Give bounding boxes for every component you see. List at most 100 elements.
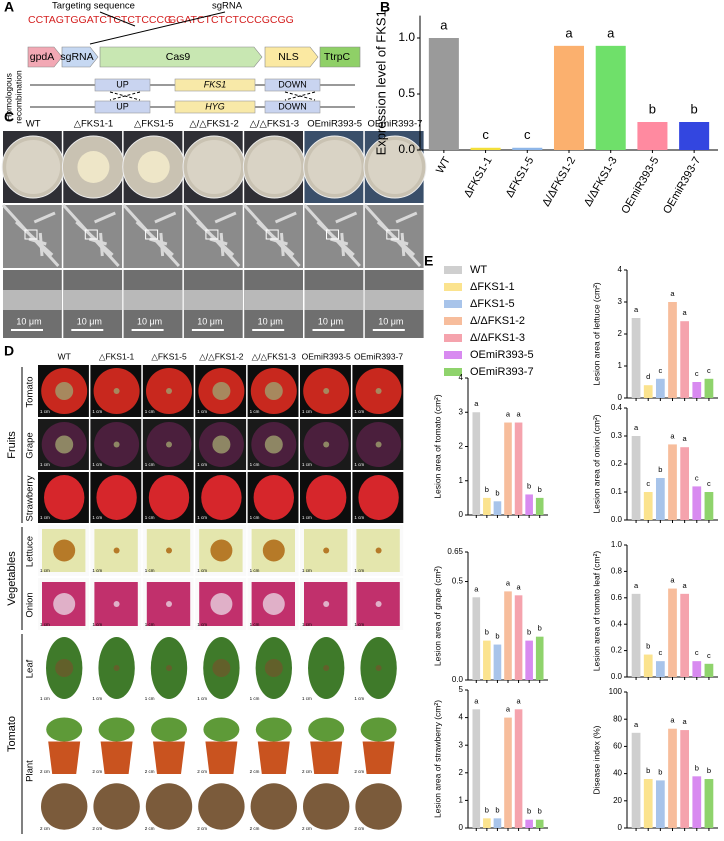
scale-label: 2 cm xyxy=(250,826,260,831)
hypha xyxy=(94,211,116,224)
colony xyxy=(77,151,110,183)
legend-label: Δ/ΔFKS1-2 xyxy=(470,315,525,327)
pot xyxy=(257,741,290,774)
significance-letter: b xyxy=(527,481,531,490)
specimen xyxy=(93,783,140,830)
bar xyxy=(428,38,459,150)
gene-box xyxy=(94,100,151,114)
bar xyxy=(512,147,543,150)
lesion xyxy=(323,601,330,607)
lesion xyxy=(55,382,74,400)
hypha xyxy=(38,232,44,257)
legend-swatch xyxy=(444,334,462,342)
bar xyxy=(493,644,502,680)
x-tick-label: Δ/ΔFKS1-3 xyxy=(582,155,620,209)
lesion xyxy=(262,539,285,562)
hypha xyxy=(269,237,288,246)
scale-label: 10 μm xyxy=(378,316,403,326)
bar xyxy=(643,779,653,828)
plant xyxy=(98,717,135,742)
recombination xyxy=(284,91,316,101)
scale-label: 1 cm xyxy=(302,622,312,627)
bar xyxy=(525,494,533,515)
significance-letter: c xyxy=(695,473,699,482)
specimen xyxy=(198,783,245,830)
significance-letter: b xyxy=(649,101,656,116)
y-tick-label: 0.4 xyxy=(611,619,623,628)
gene-label: DOWN xyxy=(278,79,307,89)
significance-letter: b xyxy=(646,766,650,775)
significance-letter: b xyxy=(495,632,499,641)
column-header: △FKS1-1 xyxy=(74,119,114,130)
gene-label: HYG xyxy=(205,101,225,111)
significance-letter: a xyxy=(440,17,448,32)
column-header: OEmiR393-5 xyxy=(307,119,362,130)
scale-label: 2 cm xyxy=(302,826,312,831)
hypha xyxy=(400,232,406,257)
pot xyxy=(100,741,133,774)
column-header: OEmiR393-7 xyxy=(354,351,403,361)
scale-label: 1 cm xyxy=(40,622,50,627)
y-tick-label: 2 xyxy=(459,768,464,777)
gene-label: UP xyxy=(116,79,129,89)
bar xyxy=(483,640,491,680)
bar xyxy=(553,45,585,151)
lesion xyxy=(113,601,120,607)
construct-part xyxy=(264,46,319,68)
hr-label: Homologous xyxy=(3,73,13,121)
bar xyxy=(704,663,714,677)
scale-label: 1 cm xyxy=(145,568,155,573)
specimen xyxy=(250,783,297,830)
bar xyxy=(692,382,702,398)
lesion xyxy=(262,593,285,615)
zoom-box xyxy=(265,229,279,240)
bar xyxy=(535,819,544,828)
significance-letter: a xyxy=(506,578,511,587)
specimen xyxy=(40,783,88,830)
y-tick-label: 0.0 xyxy=(611,672,623,681)
y-tick-label: 20 xyxy=(613,796,622,805)
legend-swatch xyxy=(444,266,462,274)
annotation: Targeting sequence xyxy=(52,1,135,12)
significance-letter: a xyxy=(634,720,639,729)
significance-letter: c xyxy=(658,648,662,657)
significance-letter: a xyxy=(516,410,521,419)
y-tick-label: 40 xyxy=(613,769,622,778)
y-tick-label: 0.5 xyxy=(452,577,464,586)
scale-label: 2 cm xyxy=(250,769,260,774)
significance-letter: b xyxy=(485,485,489,494)
hypha xyxy=(33,211,56,224)
pot xyxy=(362,741,395,774)
scale-label: 1 cm xyxy=(92,696,102,701)
significance-letter: b xyxy=(658,767,662,776)
significance-letter: c xyxy=(707,366,711,375)
significance-letter: b xyxy=(495,488,499,497)
significance-letter: a xyxy=(683,717,688,726)
significance-letter: b xyxy=(485,805,489,814)
hypha xyxy=(99,232,104,257)
construct-label: Cas9 xyxy=(166,51,191,63)
hypha-zoom xyxy=(3,290,62,310)
colony xyxy=(307,140,362,194)
bar xyxy=(483,497,491,515)
scale-label: 1 cm xyxy=(302,462,312,467)
scale-label: 1 cm xyxy=(250,622,260,627)
construct-label: gpdA xyxy=(30,51,55,63)
plant xyxy=(151,717,187,742)
bar xyxy=(631,436,641,520)
y-tick-label: 100 xyxy=(609,687,623,696)
bar xyxy=(504,717,512,828)
bar xyxy=(514,709,523,828)
sequence: CCTAGTGGATCTCTCTCCCG xyxy=(28,14,172,26)
scale-label: 1 cm xyxy=(92,409,102,414)
scale-label: 1 cm xyxy=(92,462,102,467)
significance-letter: b xyxy=(527,628,531,637)
bar xyxy=(668,302,677,398)
scale-label: 1 cm xyxy=(302,568,312,573)
hypha xyxy=(395,211,418,224)
x-tick-label: WT xyxy=(434,155,453,176)
scale-label: 1 cm xyxy=(145,409,155,414)
y-tick-label: 0.1 xyxy=(611,487,623,496)
y-axis-label: Lesion area of onion (cm²) xyxy=(591,414,601,513)
